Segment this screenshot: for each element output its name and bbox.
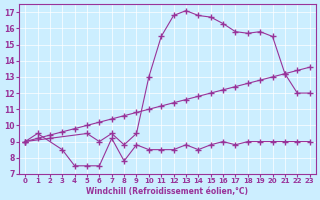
X-axis label: Windchill (Refroidissement éolien,°C): Windchill (Refroidissement éolien,°C): [86, 187, 248, 196]
